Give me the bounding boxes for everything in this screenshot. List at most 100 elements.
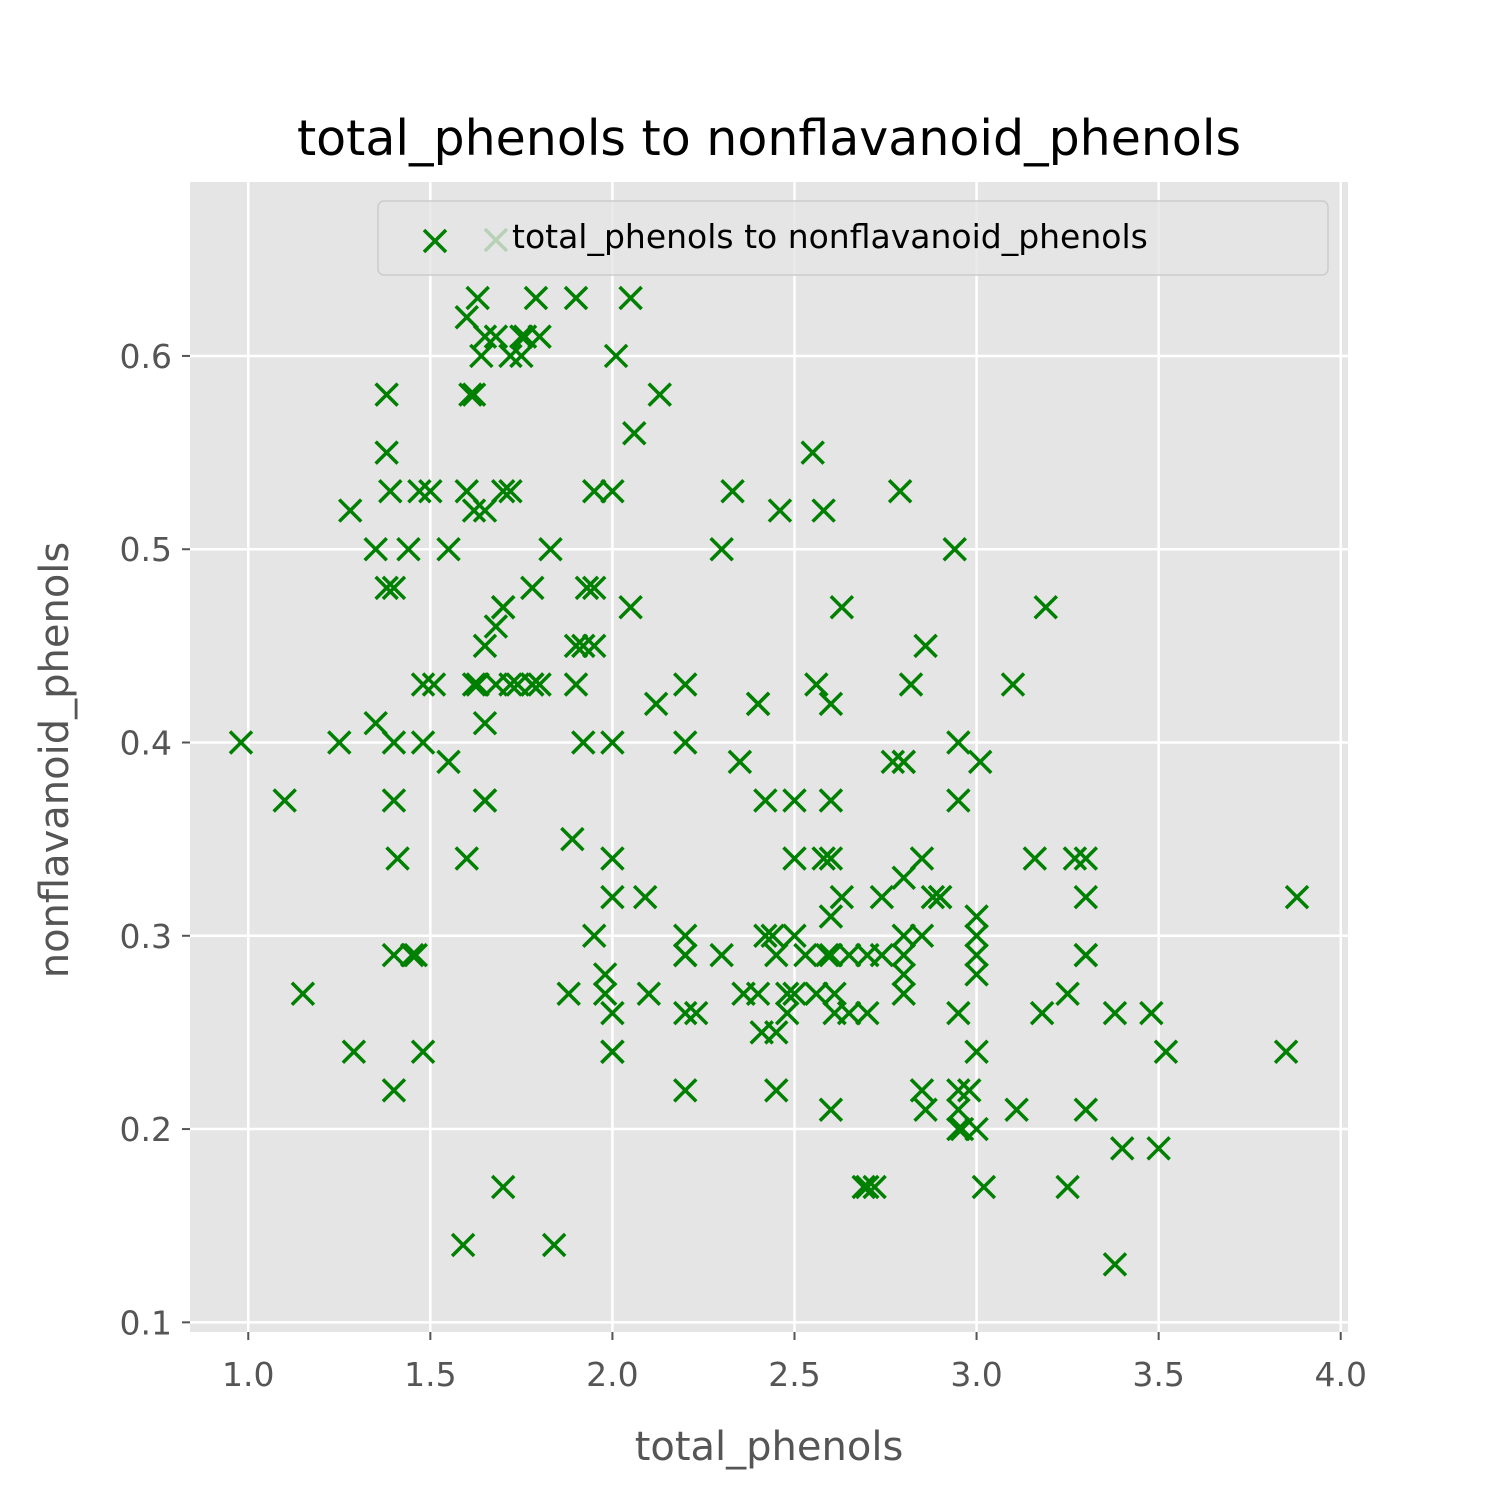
data-point (964, 904, 989, 929)
legend-box (377, 200, 1329, 276)
data-point (498, 343, 523, 369)
data-point (818, 788, 844, 813)
data-point (673, 1078, 698, 1103)
x-tick-label: 3.0 (950, 1355, 1002, 1394)
data-point (461, 672, 487, 697)
data-point (381, 575, 407, 601)
data-point (592, 962, 618, 987)
data-point (520, 575, 545, 601)
data-point (767, 498, 793, 523)
data-point (600, 730, 625, 755)
data-point (509, 343, 534, 369)
data-point (818, 1097, 844, 1122)
data-point (745, 691, 771, 717)
data-point (1000, 672, 1026, 697)
data-point (683, 1000, 709, 1026)
data-point (381, 942, 407, 968)
data-point (942, 536, 967, 562)
data-point (483, 614, 509, 639)
data-point (527, 324, 552, 349)
data-point (720, 479, 745, 504)
data-point (964, 1116, 989, 1142)
data-point (458, 382, 483, 407)
data-point (1029, 1000, 1055, 1026)
data-point (891, 942, 916, 968)
data-point (454, 479, 479, 504)
axis-ticks: 1.0 1.5 2.0 2.5 3.0 3.5 4.0 0.1 0.2 0.3 0.4 0.5 0.6 (120, 337, 1367, 1394)
data-point (571, 633, 596, 659)
data-point (673, 942, 698, 968)
data-point (381, 788, 407, 813)
data-point (782, 846, 807, 871)
y-tick-label: 0.4 (120, 724, 172, 763)
data-point (818, 904, 844, 929)
data-point (520, 672, 545, 697)
data-point (337, 498, 363, 523)
data-point (410, 1039, 436, 1064)
data-point (964, 942, 989, 968)
data-point (1153, 1039, 1179, 1064)
data-point (709, 942, 734, 968)
data-point (600, 479, 625, 504)
data-point (483, 672, 509, 697)
data-point (327, 730, 352, 755)
data-point (228, 730, 254, 755)
data-point (1102, 1252, 1128, 1277)
data-point (764, 942, 789, 968)
data-point (782, 923, 807, 949)
data-point (855, 1000, 880, 1026)
data-point (869, 884, 895, 910)
grid (190, 182, 1348, 1332)
x-tick-label: 3.5 (1132, 1355, 1184, 1394)
data-point (1284, 884, 1310, 910)
data-point (946, 1097, 971, 1122)
data-point (581, 923, 607, 949)
plot-area (190, 182, 1348, 1332)
data-points (228, 227, 1310, 1277)
data-point (862, 1174, 887, 1200)
data-point (855, 1174, 880, 1200)
data-point (563, 633, 589, 659)
data-point (600, 884, 625, 910)
data-point (946, 1000, 971, 1026)
data-point (465, 672, 490, 697)
data-point (374, 382, 399, 407)
data-point (341, 1039, 367, 1064)
data-point (1073, 884, 1099, 910)
data-point (374, 575, 399, 601)
data-point (673, 730, 698, 755)
data-point (1109, 1136, 1135, 1161)
data-point (272, 788, 297, 813)
data-point (818, 846, 844, 871)
data-point (920, 884, 946, 910)
data-point (774, 981, 800, 1007)
data-point (421, 672, 447, 697)
data-point (450, 1232, 476, 1258)
data-point (1055, 981, 1080, 1007)
data-point (490, 479, 516, 504)
data-point (880, 749, 906, 775)
data-point (469, 343, 494, 369)
data-point (490, 594, 516, 620)
legend-marker-x-icon (422, 228, 448, 254)
data-point (410, 730, 436, 755)
data-point (600, 1039, 625, 1064)
data-point (581, 479, 607, 504)
data-point (1022, 846, 1048, 871)
data-point (538, 536, 563, 562)
data-point (1146, 1136, 1171, 1161)
data-point (946, 730, 971, 755)
data-point (403, 942, 429, 968)
data-point (909, 1078, 935, 1103)
data-point (1073, 942, 1099, 968)
data-point (454, 846, 479, 871)
data-point (472, 633, 498, 659)
data-point (461, 382, 487, 407)
data-point (465, 285, 490, 311)
x-tick-label: 2.5 (768, 1355, 820, 1394)
data-point (673, 672, 698, 697)
data-point (636, 981, 662, 1007)
data-point (410, 672, 436, 697)
data-point (385, 846, 410, 871)
data-point (764, 1020, 789, 1045)
